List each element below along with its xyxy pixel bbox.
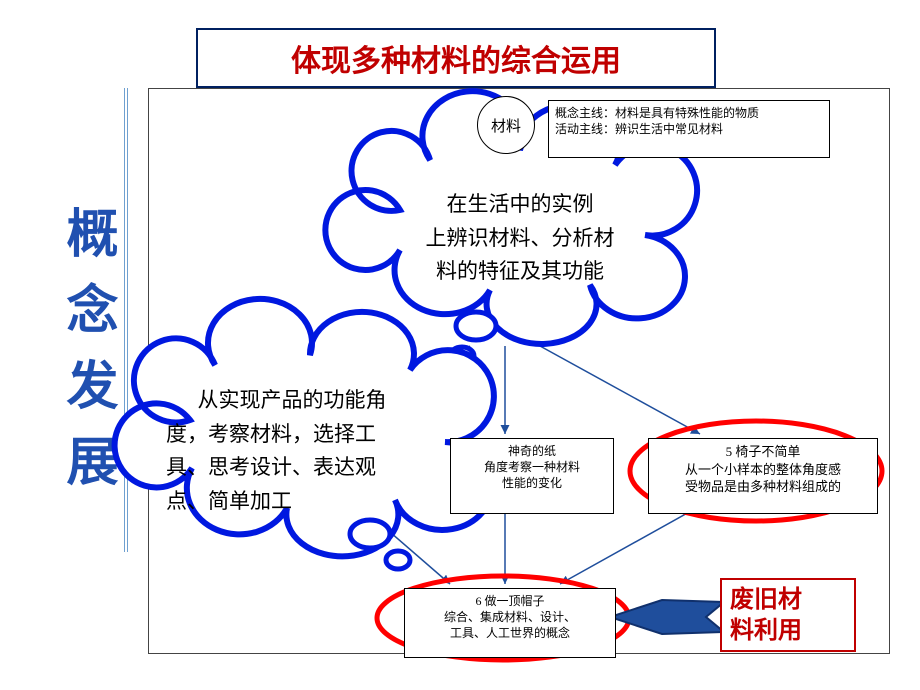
side-heading-text: 概念发展 — [58, 206, 116, 510]
cloud-top-line-2: 上辨识材料、分析材 — [390, 222, 650, 256]
red-label-l2: 料利用 — [730, 615, 846, 646]
node-leftmid-l3: 性能的变化 — [457, 475, 607, 491]
red-label-box: 废旧材 料利用 — [720, 578, 856, 652]
node-right-5: 5 椅子不简单 从一个小样本的整体角度感 受物品是由多种材料组成的 — [648, 438, 878, 514]
node-leftmid-fragment: 神奇的纸 角度考察一种材料 性能的变化 — [450, 438, 614, 514]
node-bottom-6-l2: 综合、集成材料、设计、 — [411, 609, 609, 625]
cloud-top-text: 在生活中的实例 上辨识材料、分析材 料的特征及其功能 — [390, 188, 650, 289]
cloud-top-line-1: 在生活中的实例 — [390, 188, 650, 222]
node-right-5-l2: 从一个小样本的整体角度感 — [655, 461, 871, 479]
side-heading: 概念发展 — [50, 206, 125, 510]
node-material-circle: 材料 — [477, 96, 535, 154]
cloud-left-line-4: 点、简单加工 — [166, 485, 456, 519]
diagram-frame — [148, 88, 890, 654]
node-leftmid-l1: 神奇的纸 — [457, 443, 607, 459]
red-label-l1: 废旧材 — [730, 584, 846, 615]
title-text: 体现多种材料的综合运用 — [291, 45, 621, 78]
node-bottom-6-l3: 工具、人工世界的概念 — [411, 625, 609, 641]
title-box: 体现多种材料的综合运用 — [196, 28, 716, 88]
cloud-left-line-1: 从实现产品的功能角 — [166, 384, 456, 418]
cloud-left-line-2: 度，考察材料，选择工 — [166, 418, 456, 452]
node-material-label: 材料 — [491, 115, 521, 136]
slide-stage: 体现多种材料的综合运用 概念发展 — [0, 0, 920, 690]
cloud-left-text: 从实现产品的功能角 度，考察材料，选择工 具、思考设计、表达观 点、简单加工 — [166, 384, 456, 518]
cloud-left-line-3: 具、思考设计、表达观 — [166, 451, 456, 485]
node-top-right: 概念主线：材料是具有特殊性能的物质 活动主线：辨识生活中常见材料 — [548, 100, 830, 158]
cloud-top-line-3: 料的特征及其功能 — [390, 255, 650, 289]
node-right-5-l3: 受物品是由多种材料组成的 — [655, 478, 871, 496]
node-right-5-l1: 5 椅子不简单 — [655, 443, 871, 461]
node-top-right-l1: 概念主线：材料是具有特殊性能的物质 — [555, 105, 823, 121]
node-bottom-6: 6 做一顶帽子 综合、集成材料、设计、 工具、人工世界的概念 — [404, 588, 616, 658]
node-top-right-l2: 活动主线：辨识生活中常见材料 — [555, 121, 823, 137]
node-bottom-6-l1: 6 做一顶帽子 — [411, 593, 609, 609]
node-leftmid-l2: 角度考察一种材料 — [457, 459, 607, 475]
